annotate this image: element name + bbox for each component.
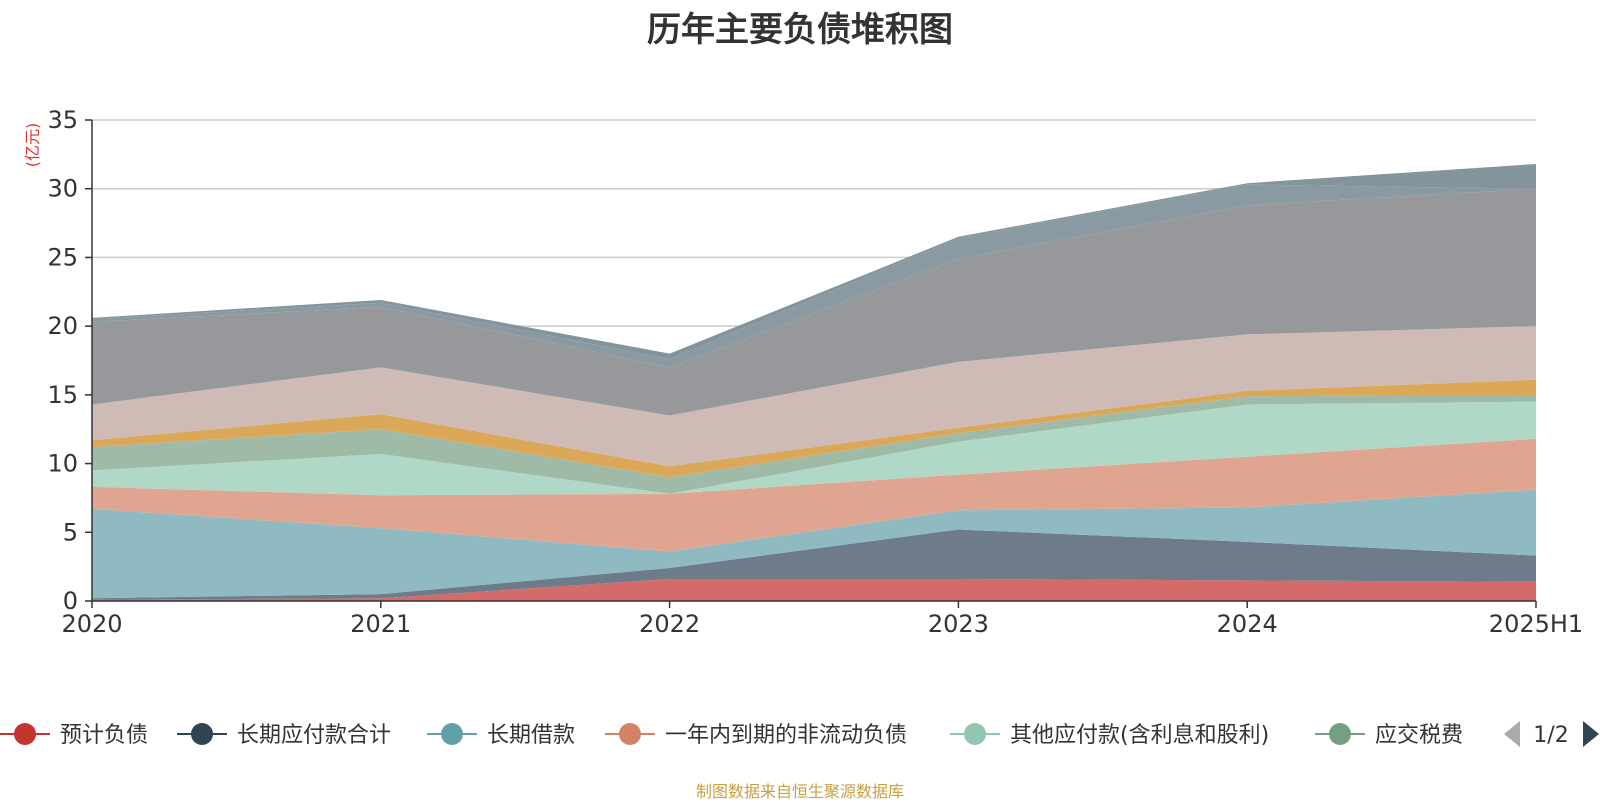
legend-pager: 1/2 xyxy=(1504,721,1599,748)
x-tick-label: 2023 xyxy=(928,610,989,638)
area-series-9[interactable] xyxy=(92,188,1536,416)
legend-item-label[interactable]: 预计负债 xyxy=(60,723,148,748)
area-series-4[interactable] xyxy=(92,438,1536,552)
legend-prev-page-icon[interactable] xyxy=(1504,721,1520,747)
legend-item-label[interactable]: 长期借款 xyxy=(487,723,575,748)
x-tick-label: 2025H1 xyxy=(1489,610,1583,638)
legend-next-page-icon[interactable] xyxy=(1583,721,1599,747)
y-tick-label: 30 xyxy=(47,175,78,203)
y-tick-label: 0 xyxy=(63,587,78,615)
legend-item-label[interactable]: 应交税费 xyxy=(1375,723,1463,748)
y-tick-label: 10 xyxy=(47,450,78,478)
legend-marker-icon xyxy=(14,723,36,745)
y-tick-label: 20 xyxy=(47,312,78,340)
axes xyxy=(91,120,1536,602)
area-series xyxy=(92,164,1536,601)
y-axis-unit-label: (亿元) xyxy=(23,123,42,168)
legend-item-label[interactable]: 一年内到期的非流动负债 xyxy=(665,723,907,748)
legend-marker-icon xyxy=(964,723,986,745)
area-series-1[interactable] xyxy=(92,579,1536,601)
x-tick-label: 2021 xyxy=(350,610,411,638)
area-series-10[interactable] xyxy=(92,184,1536,368)
legend-marker-icon xyxy=(441,723,463,745)
legend-marker-icon xyxy=(1329,723,1351,745)
x-tick-label: 2020 xyxy=(61,610,122,638)
y-tick-label: 25 xyxy=(47,243,78,271)
area-series-3[interactable] xyxy=(92,489,1536,599)
legend-page-indicator: 1/2 xyxy=(1533,723,1568,748)
legend-item-label[interactable]: 长期应付款合计 xyxy=(237,723,391,748)
y-tick-label: 5 xyxy=(63,518,78,546)
area-series-8[interactable] xyxy=(92,326,1536,467)
area-series-7[interactable] xyxy=(92,379,1536,478)
y-tick-labels: 0 5 10 15 20 25 30 35 xyxy=(47,106,92,615)
chart-title: 历年主要负债堆积图 xyxy=(647,10,953,50)
area-series-2[interactable] xyxy=(92,529,1536,600)
x-tick-label: 2022 xyxy=(639,610,700,638)
source-note: 制图数据来自恒生聚源数据库 xyxy=(695,782,904,801)
legend: 预计负债 长期应付款合计 长期借款 一年内到期的非流动负债 其他应付款(含利息和股利) 应… xyxy=(0,723,1463,748)
y-tick-label: 15 xyxy=(47,381,78,409)
y-tick-label: 35 xyxy=(47,106,78,134)
legend-marker-icon xyxy=(619,723,641,745)
legend-marker-icon xyxy=(191,723,213,745)
area-series-5[interactable] xyxy=(92,401,1536,496)
x-tick-labels: 2020 2021 2022 2023 2024 2025H1 xyxy=(61,601,1583,638)
area-series-11[interactable] xyxy=(92,164,1536,360)
area-series-6[interactable] xyxy=(92,394,1536,494)
x-tick-label: 2024 xyxy=(1217,610,1278,638)
legend-item-label[interactable]: 其他应付款(含利息和股利) xyxy=(1010,723,1269,748)
